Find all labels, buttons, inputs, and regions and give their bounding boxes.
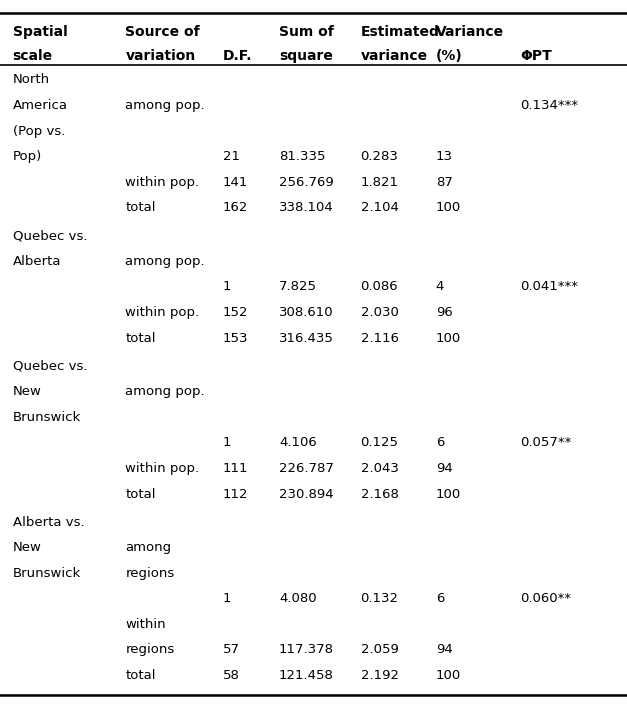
Text: total: total <box>125 201 156 215</box>
Text: 4.080: 4.080 <box>279 593 317 606</box>
Text: 226.787: 226.787 <box>279 462 334 475</box>
Text: Pop): Pop) <box>13 150 42 163</box>
Text: 141: 141 <box>223 176 248 189</box>
Text: 112: 112 <box>223 487 248 500</box>
Text: regions: regions <box>125 567 175 580</box>
Text: 230.894: 230.894 <box>279 487 334 500</box>
Text: 100: 100 <box>436 669 461 682</box>
Text: 6: 6 <box>436 593 444 606</box>
Text: Estimated: Estimated <box>361 25 440 39</box>
Text: 1.821: 1.821 <box>361 176 399 189</box>
Text: regions: regions <box>125 644 175 657</box>
Text: North: North <box>13 73 50 86</box>
Text: 1: 1 <box>223 281 231 294</box>
Text: 57: 57 <box>223 644 240 657</box>
Text: 0.041***: 0.041*** <box>520 281 579 294</box>
Text: Quebec vs.: Quebec vs. <box>13 230 87 243</box>
Text: Brunswick: Brunswick <box>13 567 81 580</box>
Text: 117.378: 117.378 <box>279 644 334 657</box>
Text: (Pop vs.: (Pop vs. <box>13 125 65 138</box>
Text: 1: 1 <box>223 436 231 449</box>
Text: 308.610: 308.610 <box>279 306 334 319</box>
Text: 2.116: 2.116 <box>361 332 399 345</box>
Text: 7.825: 7.825 <box>279 281 317 294</box>
Text: total: total <box>125 487 156 500</box>
Text: 0.057**: 0.057** <box>520 436 572 449</box>
Text: 162: 162 <box>223 201 248 215</box>
Text: 152: 152 <box>223 306 248 319</box>
Text: 4: 4 <box>436 281 444 294</box>
Text: 21: 21 <box>223 150 240 163</box>
Text: (%): (%) <box>436 49 463 63</box>
Text: Variance: Variance <box>436 25 504 39</box>
Text: among pop.: among pop. <box>125 99 205 112</box>
Text: 2.168: 2.168 <box>361 487 398 500</box>
Text: 0.086: 0.086 <box>361 281 398 294</box>
Text: 0.283: 0.283 <box>361 150 398 163</box>
Text: 2.192: 2.192 <box>361 669 399 682</box>
Text: 100: 100 <box>436 487 461 500</box>
Text: 256.769: 256.769 <box>279 176 334 189</box>
Text: 0.060**: 0.060** <box>520 593 572 606</box>
Text: 2.030: 2.030 <box>361 306 398 319</box>
Text: variation: variation <box>125 49 196 63</box>
Text: within: within <box>125 618 166 631</box>
Text: 2.059: 2.059 <box>361 644 398 657</box>
Text: 0.125: 0.125 <box>361 436 399 449</box>
Text: Source of: Source of <box>125 25 200 39</box>
Text: 2.104: 2.104 <box>361 201 398 215</box>
Text: among pop.: among pop. <box>125 255 205 268</box>
Text: 96: 96 <box>436 306 453 319</box>
Text: 0.134***: 0.134*** <box>520 99 579 112</box>
Text: among pop.: among pop. <box>125 385 205 398</box>
Text: 13: 13 <box>436 150 453 163</box>
Text: Alberta: Alberta <box>13 255 61 268</box>
Text: 153: 153 <box>223 332 248 345</box>
Text: Sum of: Sum of <box>279 25 334 39</box>
Text: 338.104: 338.104 <box>279 201 334 215</box>
Text: 6: 6 <box>436 436 444 449</box>
Text: square: square <box>279 49 333 63</box>
Text: New: New <box>13 385 41 398</box>
Text: 1: 1 <box>223 593 231 606</box>
Text: total: total <box>125 332 156 345</box>
Text: America: America <box>13 99 68 112</box>
Text: New: New <box>13 541 41 554</box>
Text: 81.335: 81.335 <box>279 150 325 163</box>
Text: within pop.: within pop. <box>125 176 199 189</box>
Text: Brunswick: Brunswick <box>13 411 81 424</box>
Text: variance: variance <box>361 49 428 63</box>
Text: 0.132: 0.132 <box>361 593 399 606</box>
Text: Quebec vs.: Quebec vs. <box>13 360 87 373</box>
Text: 121.458: 121.458 <box>279 669 334 682</box>
Text: within pop.: within pop. <box>125 462 199 475</box>
Text: total: total <box>125 669 156 682</box>
Text: 111: 111 <box>223 462 248 475</box>
Text: Alberta vs.: Alberta vs. <box>13 516 84 528</box>
Text: 94: 94 <box>436 644 453 657</box>
Text: 316.435: 316.435 <box>279 332 334 345</box>
Text: within pop.: within pop. <box>125 306 199 319</box>
Text: ΦPT: ΦPT <box>520 49 552 63</box>
Text: scale: scale <box>13 49 53 63</box>
Text: 4.106: 4.106 <box>279 436 317 449</box>
Text: 100: 100 <box>436 332 461 345</box>
Text: Spatial: Spatial <box>13 25 67 39</box>
Text: D.F.: D.F. <box>223 49 252 63</box>
Text: 100: 100 <box>436 201 461 215</box>
Text: 58: 58 <box>223 669 240 682</box>
Text: 87: 87 <box>436 176 453 189</box>
Text: among: among <box>125 541 172 554</box>
Text: 94: 94 <box>436 462 453 475</box>
Text: 2.043: 2.043 <box>361 462 398 475</box>
